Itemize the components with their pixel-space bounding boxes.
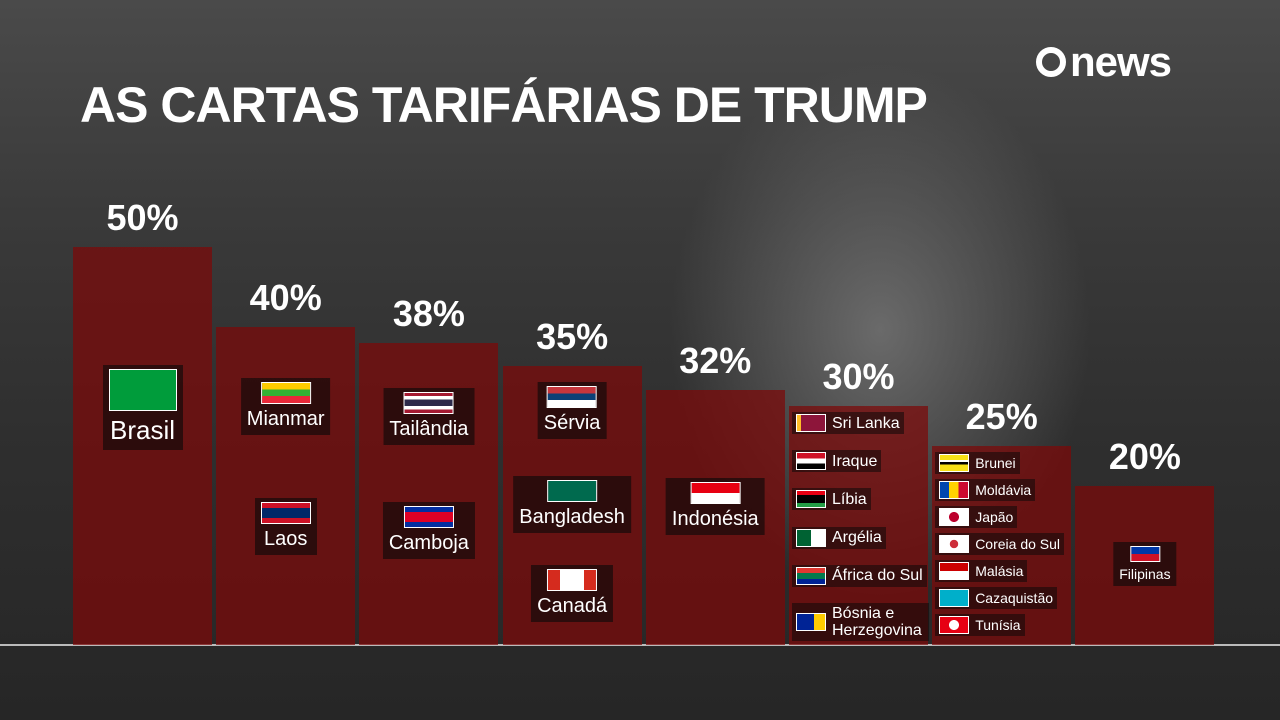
- country: Sri Lanka: [792, 412, 904, 435]
- value-label: 40%: [249, 276, 322, 318]
- country-name: Japão: [975, 508, 1014, 525]
- value-label: 38%: [392, 292, 465, 334]
- country: Bósnia e Herzegovina: [792, 602, 929, 641]
- value-label: 30%: [822, 356, 895, 398]
- value-label: 25%: [965, 396, 1038, 437]
- country: Cazaquistão: [935, 587, 1058, 609]
- country: Malásia: [935, 560, 1028, 582]
- country: Bangladesh: [513, 476, 631, 533]
- flag: [796, 566, 826, 585]
- flag: [403, 392, 454, 414]
- value-label: 32%: [679, 340, 752, 382]
- country-name: Líbia: [832, 490, 867, 508]
- country: Brasil: [102, 365, 183, 450]
- country-name: Sri Lanka: [832, 414, 900, 432]
- flag: [547, 386, 598, 408]
- flag: [547, 480, 598, 502]
- country-name: Mianmar: [246, 408, 325, 430]
- country-name: Malásia: [975, 562, 1024, 579]
- country: Coreia do Sul: [935, 533, 1065, 555]
- country-name: Brasil: [109, 415, 175, 445]
- country-name: Argélia: [832, 529, 882, 547]
- country: Argélia: [792, 526, 886, 549]
- logo: news: [1036, 38, 1172, 86]
- country-name: Camboja: [388, 532, 469, 554]
- value-label: 20%: [1108, 435, 1181, 477]
- flag: [796, 452, 826, 471]
- country: Japão: [935, 506, 1018, 528]
- country-name: Tunísia: [975, 616, 1021, 633]
- country: Canadá: [531, 565, 614, 622]
- flag: [260, 382, 311, 404]
- country: Líbia: [792, 488, 871, 511]
- country-name: Moldávia: [975, 481, 1032, 498]
- country: África do Sul: [792, 564, 927, 587]
- flag: [796, 528, 826, 547]
- country-name: Coreia do Sul: [975, 535, 1061, 552]
- country: Moldávia: [935, 479, 1036, 501]
- country-name: Canadá: [537, 595, 608, 617]
- country: Laos: [254, 498, 317, 555]
- country-name: Sérvia: [543, 412, 601, 434]
- value-label: 50%: [106, 197, 179, 238]
- country: Tunísia: [935, 614, 1025, 636]
- flag: [939, 454, 970, 472]
- country: Filipinas: [1113, 542, 1177, 586]
- flag: [403, 506, 454, 528]
- country-name: Bósnia e Herzegovina: [832, 604, 922, 639]
- country: Mianmar: [240, 378, 331, 435]
- flag: [939, 508, 970, 526]
- country: Tailândia: [383, 388, 475, 445]
- country-name: Bangladesh: [519, 506, 625, 528]
- baseline: [0, 644, 1280, 646]
- country-name: África do Sul: [832, 567, 923, 585]
- country-name: Tailândia: [389, 418, 469, 440]
- country: Camboja: [382, 502, 475, 559]
- flag: [939, 535, 970, 553]
- chart-title: AS CARTAS TARIFÁRIAS DE TRUMP: [80, 77, 928, 133]
- value-label: 35%: [536, 316, 609, 358]
- flag: [260, 502, 311, 524]
- country: Sérvia: [537, 382, 607, 439]
- flag: [108, 369, 177, 411]
- flag: [1129, 546, 1160, 562]
- bar: [216, 326, 356, 645]
- flag: [939, 562, 970, 580]
- flag: [939, 589, 970, 607]
- flag: [796, 490, 826, 509]
- flag: [690, 482, 741, 504]
- logo-text: news: [1070, 38, 1172, 85]
- country-name: Filipinas: [1119, 566, 1171, 582]
- country-name: Cazaquistão: [975, 589, 1054, 606]
- flag: [939, 481, 970, 499]
- country: Indonésia: [665, 478, 765, 535]
- country-name: Indonésia: [671, 508, 759, 530]
- country-name: Iraque: [832, 452, 878, 470]
- logo-icon: [1036, 47, 1066, 77]
- flag: [796, 612, 826, 631]
- country: Iraque: [792, 450, 882, 473]
- flag: [796, 414, 826, 433]
- country: Brunei: [935, 452, 1020, 474]
- country-name: Laos: [264, 528, 308, 550]
- flag: [547, 569, 598, 591]
- country-name: Brunei: [975, 454, 1016, 471]
- flag: [939, 616, 970, 634]
